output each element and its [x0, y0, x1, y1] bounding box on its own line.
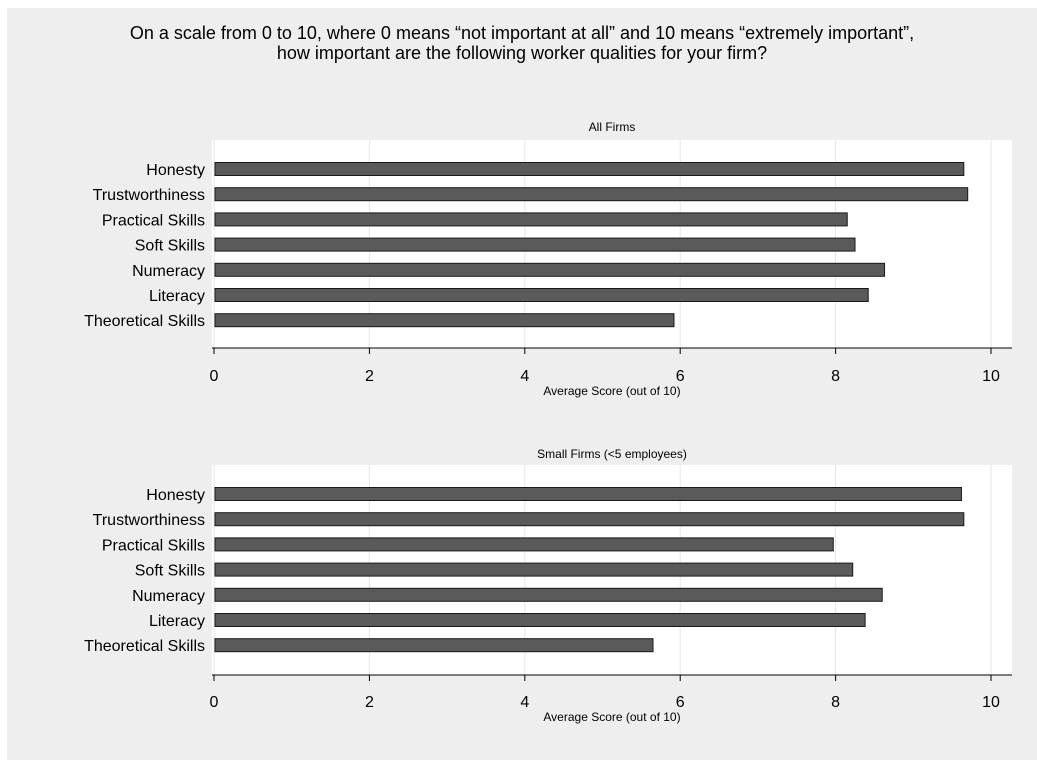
bar: [214, 512, 965, 527]
bar: [214, 638, 654, 653]
bar: [214, 187, 969, 202]
x-tick-label: 6: [676, 694, 685, 711]
category-label: Trustworthiness: [93, 187, 205, 204]
x-axis-title: Average Score (out of 10): [543, 710, 680, 724]
bar: [214, 313, 675, 328]
figure-title: On a scale from 0 to 10, where 0 means “…: [7, 23, 1037, 63]
x-tick-label: 4: [520, 694, 529, 711]
category-label: Theoretical Skills: [84, 638, 205, 655]
bar: [214, 587, 883, 602]
bar: [214, 537, 834, 552]
category-label: Practical Skills: [102, 537, 205, 554]
bar: [214, 613, 866, 627]
bar: [214, 237, 856, 252]
category-label: Numeracy: [132, 588, 205, 605]
x-tick-label: 6: [676, 368, 685, 385]
x-tick-label: 0: [210, 694, 219, 711]
bar: [214, 162, 965, 176]
category-label: Practical Skills: [102, 212, 205, 229]
figure-title-line-2: how important are the following worker q…: [276, 43, 768, 63]
category-label: Soft Skills: [135, 563, 205, 580]
chart-panel-all-firms: 0 2 4 6 8 10 Honesty Trustworthiness Practical S…: [84, 120, 1012, 398]
x-tick-label: 8: [831, 694, 840, 711]
x-tick-label: 10: [982, 368, 1000, 385]
bar: [214, 212, 848, 227]
x-tick-label: 2: [365, 694, 374, 711]
panel-title: All Firms: [589, 120, 636, 134]
chart-panel-small-firms: 0 2 4 6 8 10 Honesty Trustworthiness Practical S…: [84, 447, 1012, 724]
bar: [214, 562, 854, 577]
category-label: Literacy: [149, 288, 205, 305]
category-label: Numeracy: [132, 263, 205, 280]
x-tick-label: 0: [210, 368, 219, 385]
category-label: Literacy: [149, 613, 205, 630]
x-tick-label: 8: [831, 368, 840, 385]
x-axis-title: Average Score (out of 10): [543, 384, 680, 398]
panel-title: Small Firms (<5 employees): [537, 447, 687, 461]
x-tick-label: 4: [520, 368, 529, 385]
category-label: Honesty: [146, 487, 205, 504]
category-label: Soft Skills: [135, 238, 205, 255]
bar: [214, 288, 869, 302]
category-label: Theoretical Skills: [84, 313, 205, 330]
category-label: Trustworthiness: [93, 512, 205, 529]
bar: [214, 262, 886, 277]
x-tick-label: 10: [982, 694, 1000, 711]
figure-title-line-1: On a scale from 0 to 10, where 0 means “…: [129, 23, 915, 43]
bar: [214, 487, 962, 501]
category-label: Honesty: [146, 162, 205, 179]
x-tick-label: 2: [365, 368, 374, 385]
